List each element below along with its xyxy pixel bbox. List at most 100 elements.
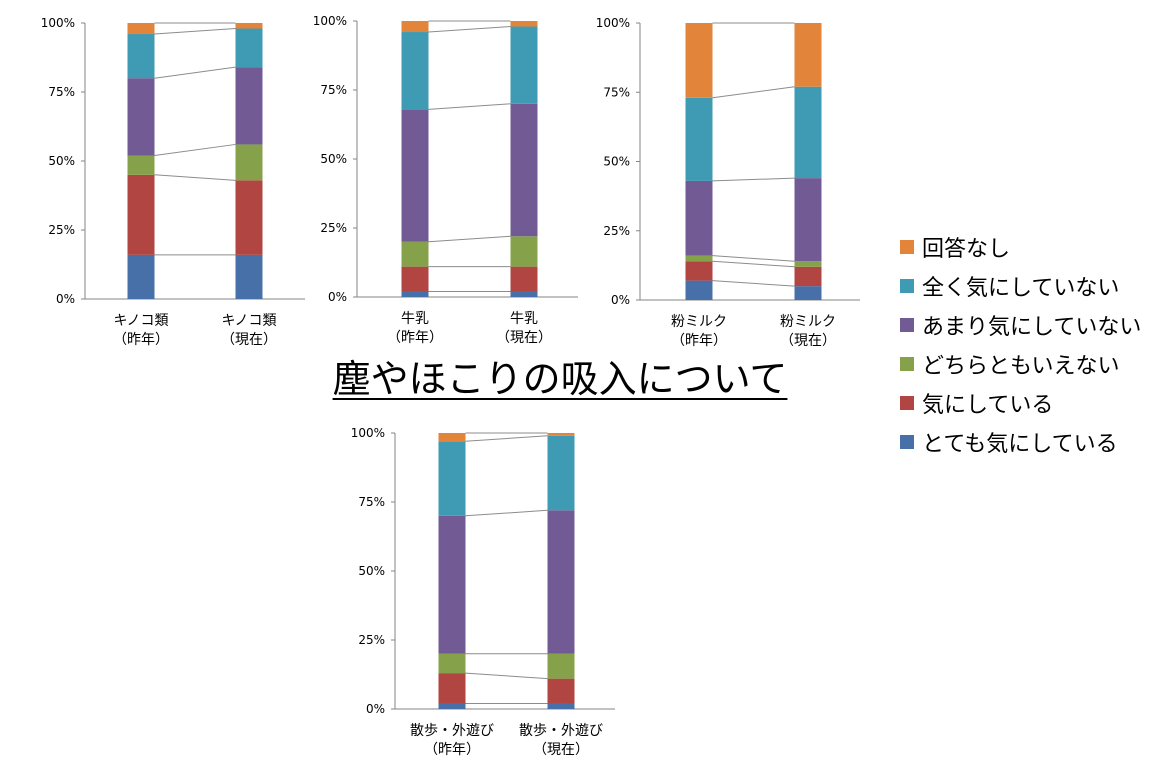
bar-segment (547, 435, 575, 511)
y-tick-label: 25% (320, 221, 347, 235)
y-tick-label: 50% (48, 154, 75, 168)
legend-item-no-answer: 回答なし (900, 227, 1141, 266)
y-tick-label: 75% (358, 495, 385, 509)
x-category-label: 牛乳 (401, 311, 429, 327)
x-category-label: 牛乳 (510, 311, 538, 327)
x-category-label: （現在） (221, 332, 277, 348)
bar-segment (510, 266, 538, 292)
bar-segment (438, 441, 466, 516)
legend-label: あまり気にしていない (922, 314, 1142, 340)
series-connector-line (428, 103, 511, 110)
legend-swatch (900, 278, 914, 293)
bar-segment (127, 254, 155, 299)
legend-swatch (900, 239, 914, 254)
bar-segment (547, 653, 575, 679)
series-connector-line (154, 66, 236, 79)
bar-segment (510, 103, 538, 237)
x-category-label: キノコ類 (113, 313, 168, 329)
bar-segment (685, 97, 713, 181)
legend-label: どちらともいえない (922, 353, 1120, 379)
y-tick-label: 0% (611, 293, 630, 307)
bar-segment (401, 32, 429, 110)
bar-segment (127, 23, 155, 35)
chart-panel-4: 0% 25% 50% 75% 100% 散歩・外遊び （昨年） 散歩・外遊び （現在） (351, 426, 615, 758)
bar-segment (685, 23, 713, 98)
bar-segment (794, 23, 822, 87)
bar-segment (235, 180, 263, 255)
legend-label: とても気にしている (922, 431, 1118, 457)
bar-segment (510, 291, 538, 297)
series-connector-line (712, 86, 795, 99)
legend-item-not-at-all: 全く気にしていない (900, 266, 1141, 305)
x-category-label: （昨年） (387, 330, 443, 346)
legend-swatch (900, 356, 914, 371)
series-connector-line (465, 435, 548, 442)
bar-segment (547, 510, 575, 654)
bar-segment (438, 703, 466, 709)
legend-swatch (900, 395, 914, 410)
bar-segment (685, 255, 713, 262)
legend-swatch (900, 434, 914, 449)
series-connector-line (154, 174, 236, 181)
bar-segment (794, 86, 822, 179)
bar-segment (794, 266, 822, 287)
bar-segment (794, 178, 822, 262)
bar-segment (547, 678, 575, 704)
legend-label: 回答なし (922, 236, 1011, 262)
y-tick-label: 100% (313, 14, 347, 28)
bar-segment (401, 291, 429, 297)
bar-segment (235, 23, 263, 29)
x-category-label: 散歩・外遊び (519, 723, 603, 739)
y-tick-label: 0% (56, 292, 75, 306)
y-tick-label: 50% (603, 155, 630, 169)
y-tick-label: 0% (328, 290, 347, 304)
bar-segment (438, 515, 466, 654)
series-connector-line (154, 28, 236, 35)
series-connector-line (154, 143, 236, 156)
y-tick-label: 100% (41, 16, 75, 30)
series-connector-line (712, 177, 795, 182)
y-tick-label: 50% (320, 152, 347, 166)
bar-segment (510, 236, 538, 267)
bar-segment (438, 673, 466, 704)
series-connector-line (712, 260, 795, 268)
bar-segment (547, 703, 575, 709)
bar-segment (127, 155, 155, 175)
legend-item-very-concerned: とても気にしている (900, 422, 1141, 461)
series-connector-line (712, 280, 795, 287)
bar-segment (510, 26, 538, 104)
bar-segment (235, 254, 263, 299)
bar-segment (127, 34, 155, 79)
legend-label: 全く気にしていない (922, 275, 1120, 301)
x-category-label: 粉ミルク (671, 314, 727, 330)
bar-segment (685, 180, 713, 256)
bar-segment (401, 109, 429, 242)
bar-segment (510, 21, 538, 27)
series-connector-line (428, 235, 511, 243)
y-tick-label: 75% (320, 83, 347, 97)
bar-segment (685, 280, 713, 300)
x-category-label: 粉ミルク (780, 314, 836, 330)
series-connector-line (465, 509, 548, 517)
legend-label: 気にしている (922, 392, 1054, 418)
bar-segment (235, 144, 263, 181)
page-title: 塵やほこりの吸入について (332, 357, 788, 401)
bar-segment (401, 241, 429, 267)
y-tick-label: 75% (48, 85, 75, 99)
chart-panel-3: 0% 25% 50% 75% 100% 粉ミルク （昨年） 粉ミルク （現在） (596, 16, 860, 349)
chart-panel-2: 0% 25% 50% 75% 100% 牛乳 （昨年） 牛乳 （現在） (313, 14, 578, 346)
legend: 回答なし 全く気にしていない あまり気にしていない どちらともいえない 気にして… (900, 227, 1141, 461)
series-connector-line (712, 255, 795, 262)
x-category-label: （現在） (496, 330, 552, 346)
y-tick-label: 50% (358, 564, 385, 578)
bar-segment (127, 174, 155, 255)
bar-segment (438, 433, 466, 442)
legend-swatch (900, 317, 914, 332)
y-tick-label: 25% (603, 224, 630, 238)
x-category-label: （昨年） (424, 742, 480, 758)
x-category-label: 散歩・外遊び (410, 723, 494, 739)
bar-segment (794, 286, 822, 300)
legend-item-neutral: どちらともいえない (900, 344, 1141, 383)
y-tick-label: 100% (596, 16, 630, 30)
